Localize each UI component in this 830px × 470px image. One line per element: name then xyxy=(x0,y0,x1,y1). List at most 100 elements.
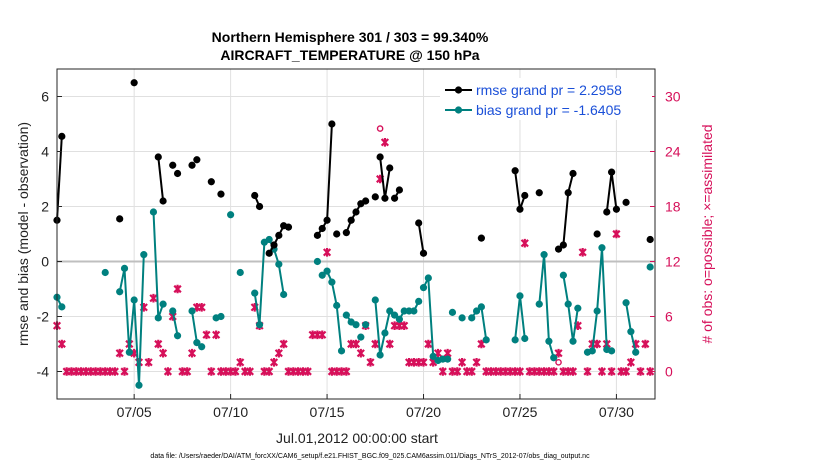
assimilated-marker xyxy=(318,330,327,340)
assimilated-marker xyxy=(636,367,645,376)
assimilated-marker xyxy=(149,293,158,303)
assimilated-marker xyxy=(568,367,578,376)
rmse-point xyxy=(521,191,529,200)
assimilated-marker xyxy=(187,348,197,358)
assimilated-marker xyxy=(385,339,394,349)
bias-point xyxy=(313,257,322,266)
bias-point xyxy=(477,303,485,311)
bias-point xyxy=(376,351,384,359)
assimilated-marker xyxy=(400,321,409,330)
assimilated-marker xyxy=(236,358,245,367)
legend-box xyxy=(440,78,652,120)
assimilated-marker xyxy=(279,339,288,349)
rmse-line xyxy=(157,156,165,202)
bias-point xyxy=(236,268,244,277)
assimilated-marker xyxy=(231,367,240,376)
bias-point xyxy=(415,297,423,305)
x-axis-ticks: 07/05 07/10 07/15 07/20 07/25 07/30 xyxy=(117,394,634,420)
rmse-point xyxy=(516,205,524,213)
bias-point xyxy=(159,300,167,308)
rmse-point xyxy=(284,223,293,231)
assimilated-marker xyxy=(110,367,119,376)
legend-rmse-label: rmse grand pr = 2.2958 xyxy=(476,82,622,98)
bias-line xyxy=(562,275,579,342)
rmse-point xyxy=(251,191,259,200)
assimilated-marker xyxy=(197,303,206,312)
assimilated-marker xyxy=(57,339,66,349)
bias-point xyxy=(318,271,326,279)
rmse-point xyxy=(612,205,621,213)
bias-point xyxy=(468,314,476,322)
rmse-point xyxy=(347,216,355,224)
rmse-point xyxy=(255,202,264,211)
right-tick-label: 12 xyxy=(665,254,681,270)
assimilated-marker xyxy=(202,330,211,340)
bias-point xyxy=(217,312,225,321)
assimilated-marker xyxy=(607,367,616,376)
legend-rmse-marker xyxy=(454,86,463,94)
y-tick-label: -4 xyxy=(37,364,50,380)
right-tick-label: 30 xyxy=(665,89,681,105)
assimilated-marker xyxy=(621,367,631,376)
bias-point xyxy=(444,355,452,363)
right-tick-label: 24 xyxy=(665,144,681,160)
rmse-point xyxy=(58,132,66,140)
x-tick-label: 07/15 xyxy=(310,404,345,420)
assimilated-marker xyxy=(583,367,592,376)
bias-point xyxy=(198,343,206,351)
assimilated-marker xyxy=(520,238,529,248)
bias-point xyxy=(193,339,201,347)
assimilated-marker xyxy=(380,138,390,147)
bias-point xyxy=(419,284,428,292)
assimilated-marker xyxy=(356,348,365,358)
rmse-point xyxy=(130,79,138,87)
bias-point xyxy=(564,300,572,308)
assimilated-marker xyxy=(467,367,476,376)
bias-point xyxy=(598,244,606,252)
assimilated-marker xyxy=(366,358,375,367)
bias-point xyxy=(275,260,283,268)
rmse-point xyxy=(477,234,485,242)
bias-point xyxy=(593,307,601,315)
bias-line xyxy=(171,310,179,336)
rmse-point xyxy=(386,164,394,172)
right-tick-label: 18 xyxy=(665,199,681,215)
bias-point xyxy=(410,307,418,315)
rmse-point xyxy=(270,241,278,249)
bias-point xyxy=(622,299,630,307)
assimilated-marker xyxy=(612,229,621,239)
bias-point xyxy=(135,381,143,389)
bias-point xyxy=(265,235,273,244)
rmse-point xyxy=(328,120,336,128)
bias-point xyxy=(458,314,466,322)
assimilated-marker xyxy=(183,367,192,376)
assimilated-marker xyxy=(144,358,153,367)
rmse-point xyxy=(390,194,399,202)
bias-point xyxy=(227,211,235,219)
plot-area xyxy=(52,68,656,400)
rmse-point xyxy=(207,178,215,186)
rmse-point xyxy=(535,189,543,197)
assimilated-marker xyxy=(269,358,279,367)
bias-point xyxy=(646,263,654,271)
assimilated-marker xyxy=(472,358,481,367)
y-tick-label: 4 xyxy=(41,144,49,160)
chart-subtitle: AIRCRAFT_TEMPERATURE @ 150 hPa xyxy=(220,47,479,63)
rmse-point xyxy=(173,169,182,178)
bias-point xyxy=(607,347,616,355)
bias-point xyxy=(390,311,399,319)
assimilated-marker xyxy=(515,367,525,376)
bias-point xyxy=(323,267,331,275)
rmse-point xyxy=(188,161,196,169)
assimilated-marker xyxy=(593,339,602,349)
assimilated-marker xyxy=(438,367,447,376)
assimilated-marker xyxy=(115,348,124,358)
assimilated-marker xyxy=(322,248,332,257)
rmse-point xyxy=(217,190,225,198)
bias-point xyxy=(521,334,529,343)
x-tick-label: 07/10 xyxy=(213,404,248,420)
bias-point xyxy=(342,311,350,319)
bias-point xyxy=(371,296,379,304)
legend-bias-marker xyxy=(454,106,463,114)
y-tick-label: 0 xyxy=(41,254,49,270)
